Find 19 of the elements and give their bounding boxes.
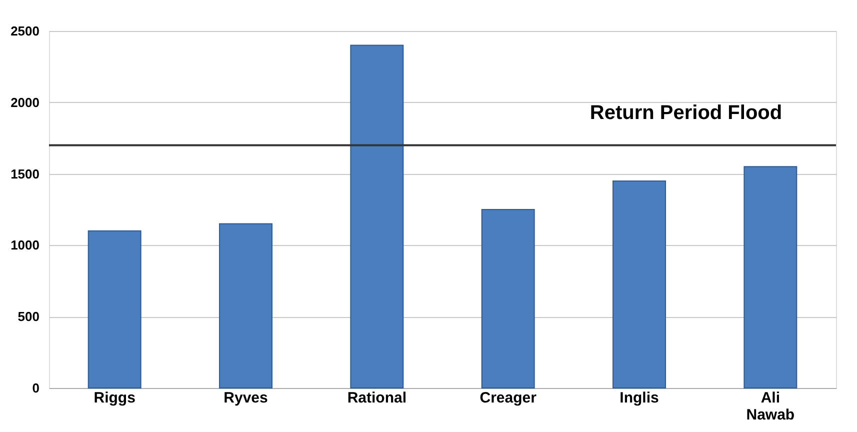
ref-line-label: Return Period Flood — [590, 102, 782, 124]
y-tick-label: 2500 — [10, 24, 40, 38]
bar — [219, 223, 272, 388]
y-tick-label: 0 — [32, 380, 40, 396]
y-tick-label: 2000 — [10, 94, 40, 110]
bar — [88, 230, 142, 388]
bar — [612, 180, 666, 388]
y-tick-label: 500 — [18, 309, 40, 324]
x-tick-label: Riggs — [94, 390, 136, 406]
x-tick-label: Ryves — [224, 390, 268, 406]
x-tick-label: Creager — [480, 390, 537, 406]
bar — [481, 209, 535, 388]
x-tick-label: Rational — [347, 390, 407, 406]
y-tick-label: 1000 — [10, 238, 40, 253]
x-tick-label: Inglis — [620, 390, 659, 406]
x-tick-label: Ali Nawab — [746, 390, 795, 424]
bar — [350, 44, 404, 388]
y-tick-label: 1500 — [10, 166, 40, 182]
bar — [744, 166, 798, 388]
